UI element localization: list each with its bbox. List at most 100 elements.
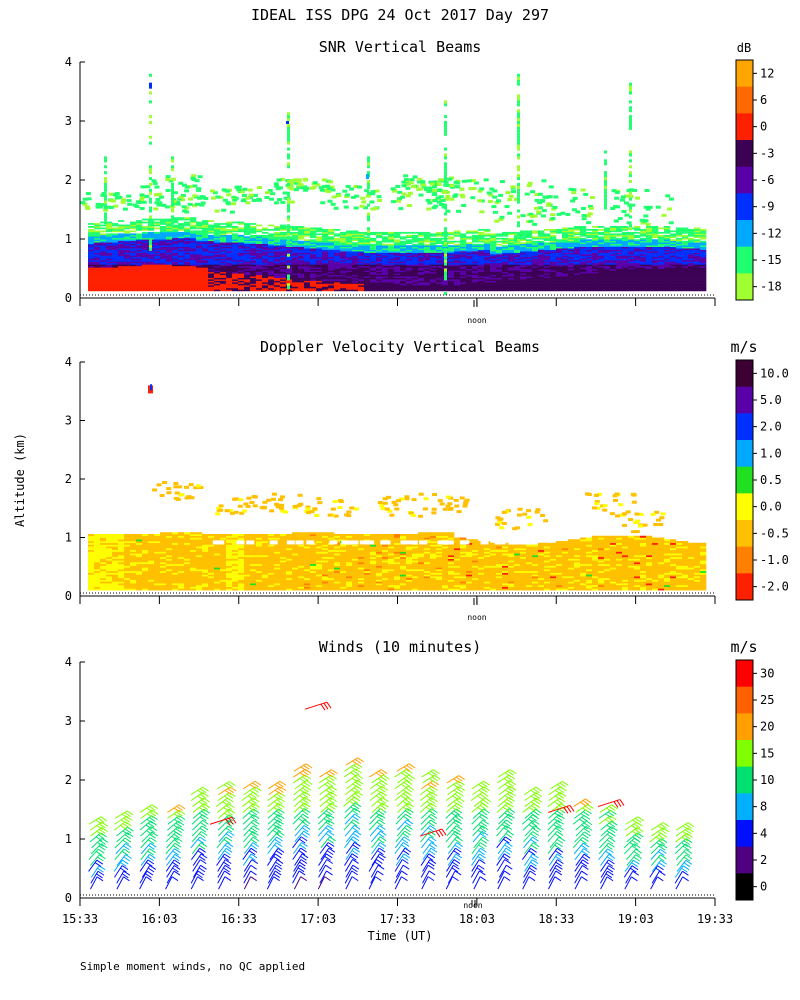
snr-cell — [454, 246, 461, 249]
snr-cell — [400, 282, 407, 284]
snr-cell — [664, 227, 671, 230]
snr-cell — [424, 248, 431, 250]
snr-cell — [658, 254, 665, 256]
snr-cell — [352, 239, 359, 242]
snr-cell — [298, 276, 305, 278]
snr-cell — [214, 270, 221, 273]
snr-cell — [160, 249, 167, 252]
snr-cell — [292, 249, 299, 252]
snr-cell — [442, 233, 449, 236]
snr-cell — [292, 258, 299, 261]
snr-cell — [568, 255, 575, 258]
snr-cell — [556, 280, 563, 283]
snr-cell — [640, 268, 647, 271]
snr-cell — [231, 195, 237, 199]
snr-cell — [676, 228, 683, 231]
snr-cell — [418, 242, 425, 245]
snr-cell — [160, 242, 167, 245]
snr-streak — [149, 115, 152, 119]
snr-cell — [604, 254, 611, 256]
snr-cell — [676, 245, 683, 247]
snr-cell — [304, 259, 311, 262]
snr-cell — [658, 248, 665, 250]
snr-cell — [610, 280, 617, 283]
snr-cell — [100, 245, 107, 247]
snr-cell — [232, 255, 239, 258]
snr-cell — [172, 228, 179, 231]
snr-cell — [160, 285, 167, 287]
snr-cell — [142, 270, 149, 273]
snr-cell — [676, 239, 683, 242]
snr-streak — [444, 274, 447, 278]
snr-cell — [598, 265, 605, 268]
snr-cell — [550, 277, 557, 280]
snr-cell — [172, 231, 179, 234]
snr-cell — [484, 233, 491, 236]
snr-cell — [124, 273, 131, 275]
snr-cell — [244, 287, 251, 290]
snr-cell — [346, 276, 353, 278]
snr-cell — [622, 271, 629, 274]
snr-cell — [346, 264, 353, 267]
snr-cell — [178, 233, 185, 236]
snr-cell — [148, 227, 155, 230]
snr-cell — [256, 259, 263, 262]
snr-cell — [472, 282, 479, 284]
snr-cell — [452, 194, 458, 198]
snr-cell — [145, 185, 151, 189]
snr-cell — [424, 249, 431, 252]
snr-cell — [658, 259, 665, 262]
snr-cell — [364, 282, 371, 284]
snr-cell — [520, 214, 526, 218]
snr-cell — [556, 228, 563, 231]
snr-cell — [460, 262, 467, 265]
snr-cell — [643, 214, 649, 218]
snr-cell — [484, 267, 491, 270]
snr-cell — [124, 282, 131, 284]
snr-cell — [400, 286, 407, 289]
snr-cell — [620, 198, 626, 202]
snr-cell — [196, 285, 203, 287]
snr-cell — [118, 261, 125, 264]
snr-cell — [520, 287, 527, 290]
snr-cell — [340, 273, 347, 275]
snr-cell — [526, 256, 533, 259]
snr-cell — [574, 236, 581, 239]
snr-cell — [160, 270, 167, 273]
snr-cell — [298, 273, 305, 275]
snr-cell — [180, 198, 186, 202]
snr-cell — [166, 282, 173, 284]
snr-cell — [394, 243, 401, 246]
snr-cell — [267, 188, 273, 192]
snr-cell — [340, 280, 347, 283]
snr-cell — [112, 280, 119, 283]
snr-cell — [197, 196, 203, 200]
snr-cell — [268, 271, 275, 274]
snr-cell — [190, 261, 197, 264]
snr-cell — [316, 251, 323, 253]
snr-cell — [556, 282, 563, 284]
snr-cell — [466, 264, 473, 267]
snr-cell — [374, 189, 380, 193]
snr-cell — [628, 282, 635, 284]
snr-cell — [244, 276, 251, 278]
snr-cell — [286, 251, 293, 253]
snr-cell — [214, 223, 221, 225]
snr-cell — [112, 261, 119, 264]
snr-cell — [664, 268, 671, 271]
snr-cell — [532, 259, 539, 262]
snr-cell — [448, 245, 455, 247]
snr-cell — [520, 255, 527, 258]
snr-cell — [610, 255, 617, 258]
snr-cell — [496, 276, 503, 278]
snr-cell — [459, 187, 465, 191]
snr-cell — [658, 289, 665, 292]
snr-cell — [400, 287, 407, 290]
snr-cell — [199, 195, 205, 199]
snr-cell — [352, 237, 359, 240]
snr-cell — [88, 230, 95, 233]
snr-cell — [550, 237, 557, 240]
snr-cell — [238, 274, 245, 277]
snr-cell — [490, 233, 497, 236]
